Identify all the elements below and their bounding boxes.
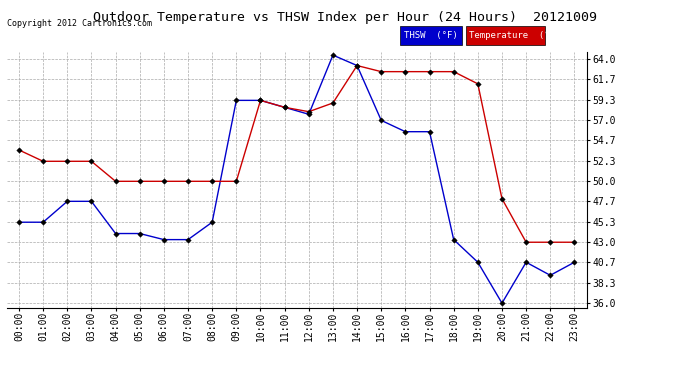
- Text: Temperature  (°F): Temperature (°F): [469, 31, 560, 40]
- Text: Copyright 2012 Cartronics.com: Copyright 2012 Cartronics.com: [7, 19, 152, 28]
- Text: Outdoor Temperature vs THSW Index per Hour (24 Hours)  20121009: Outdoor Temperature vs THSW Index per Ho…: [93, 11, 597, 24]
- Text: THSW  (°F): THSW (°F): [404, 31, 457, 40]
